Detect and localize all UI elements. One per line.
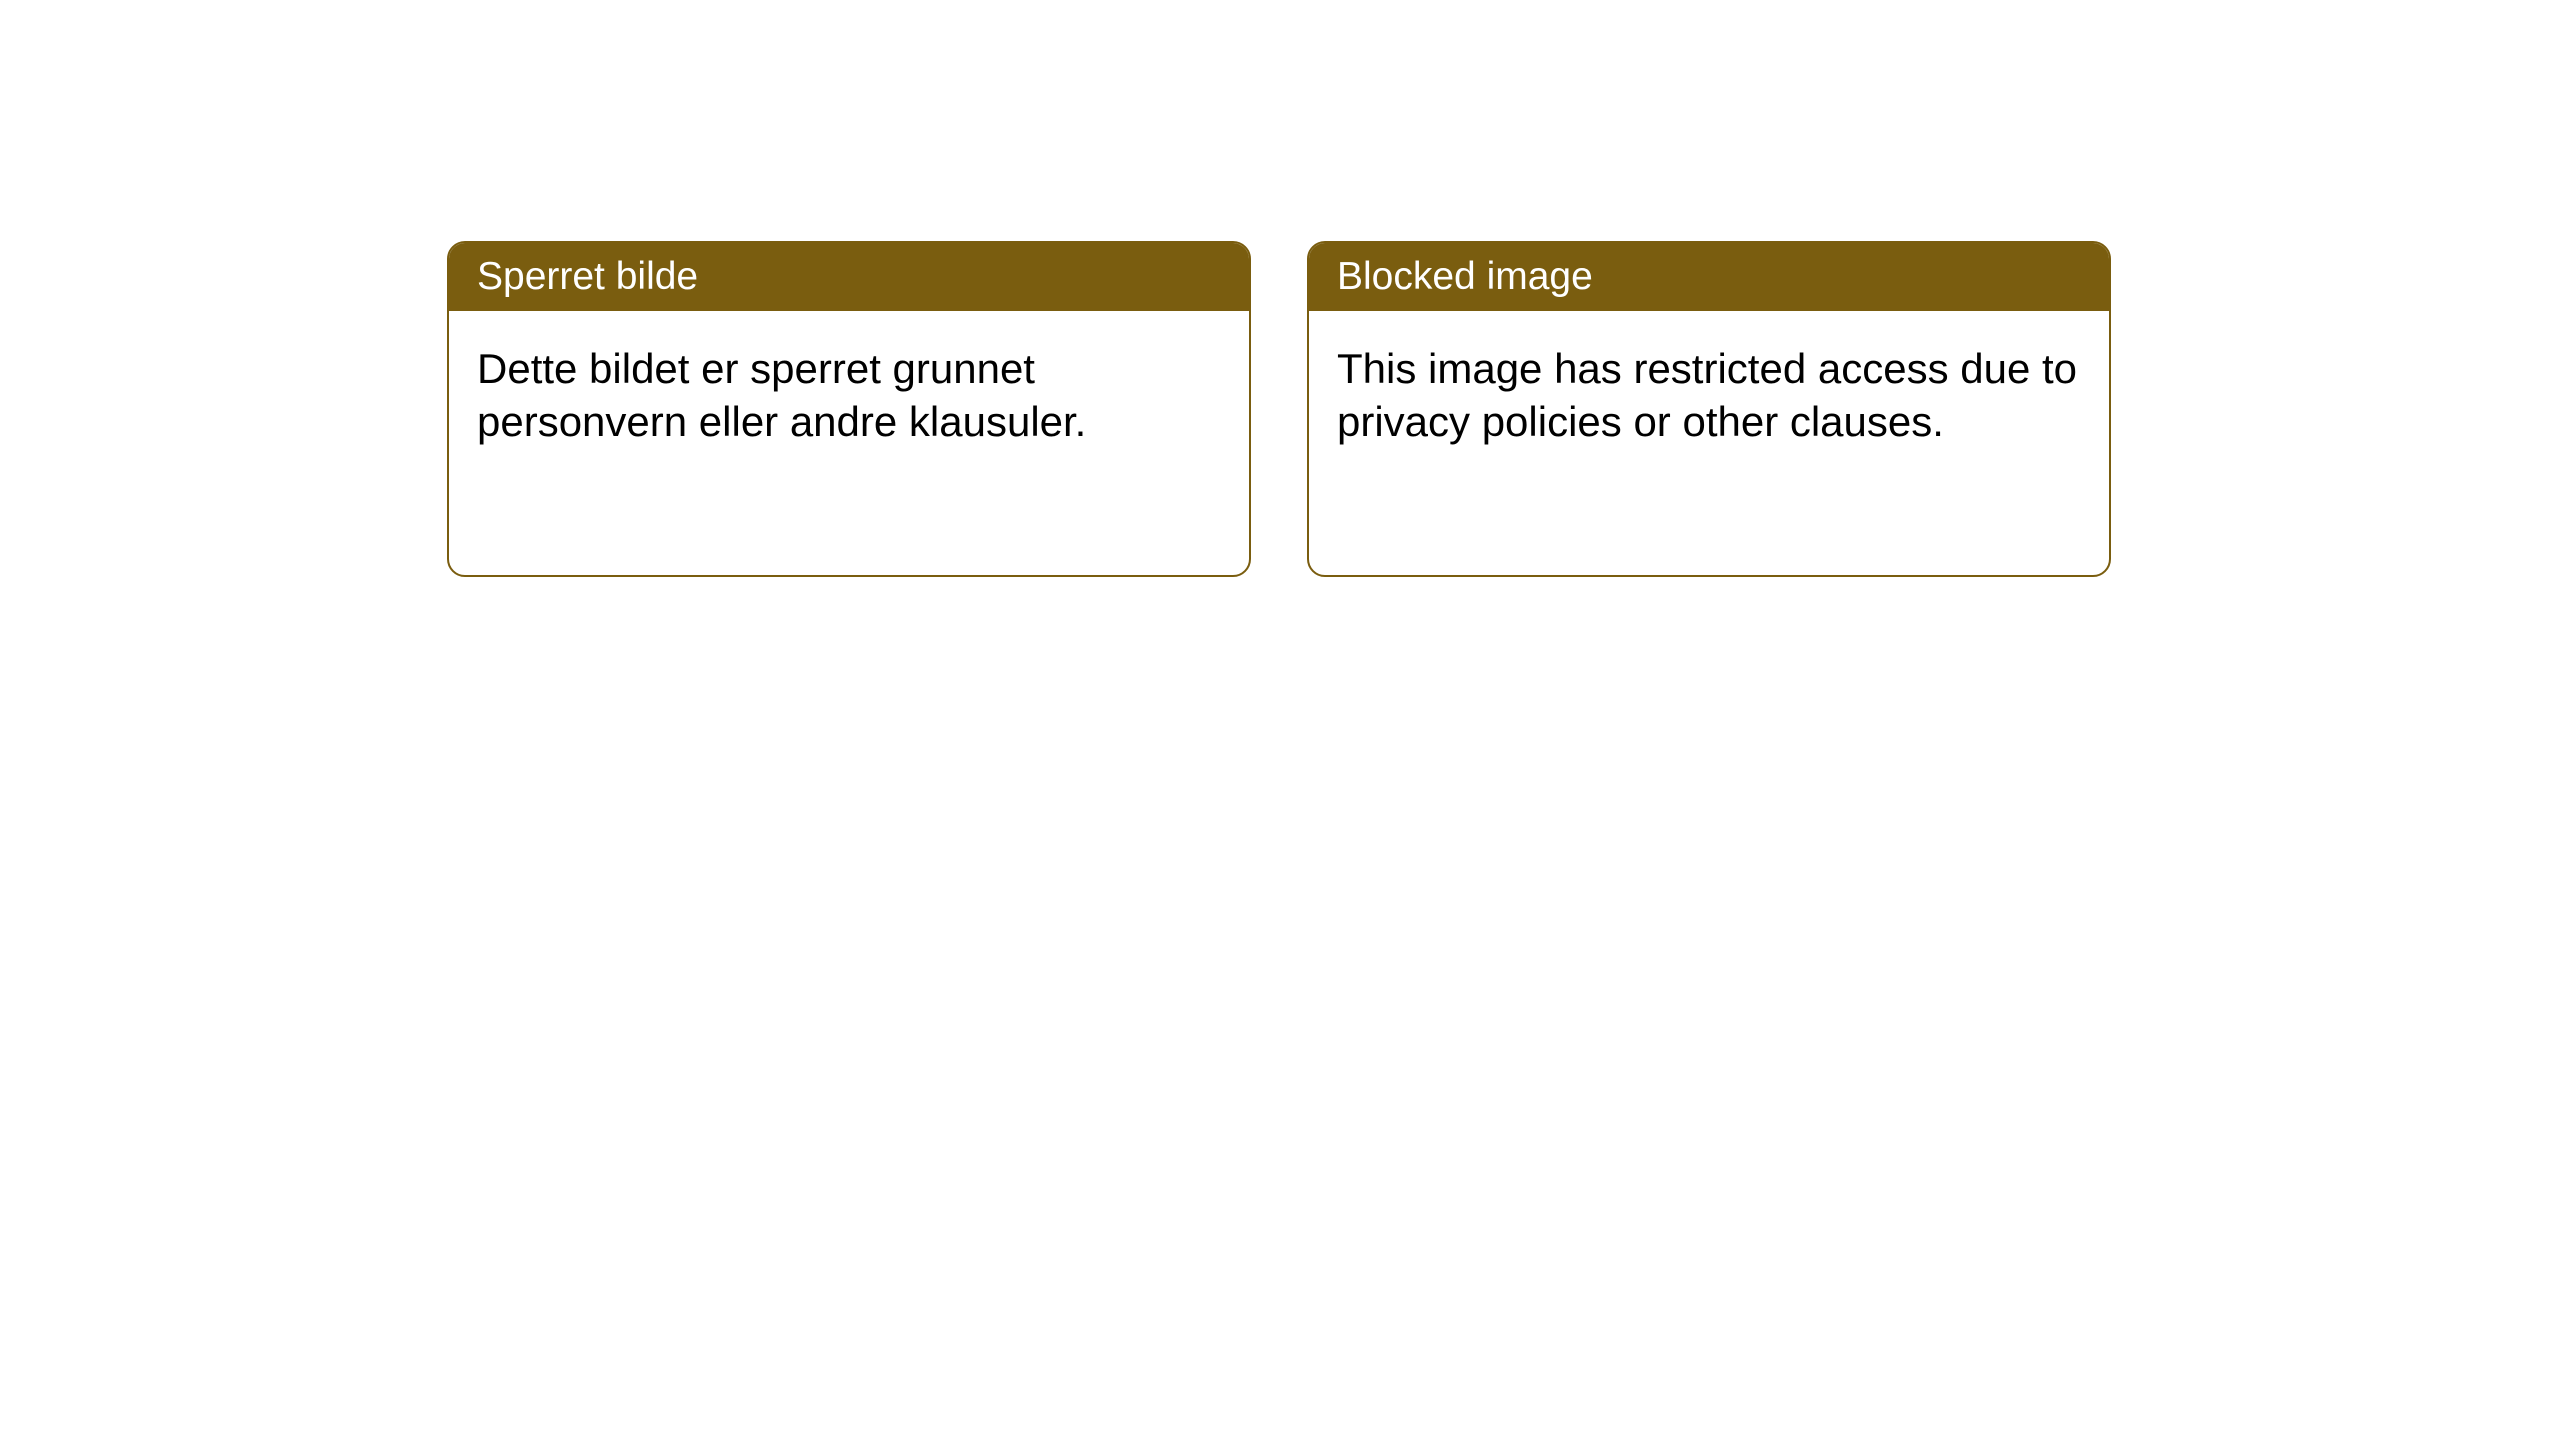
- card-header: Sperret bilde: [449, 243, 1249, 311]
- card-message: Dette bildet er sperret grunnet personve…: [477, 345, 1086, 445]
- card-header: Blocked image: [1309, 243, 2109, 311]
- notice-container: Sperret bilde Dette bildet er sperret gr…: [0, 0, 2560, 577]
- card-body: Dette bildet er sperret grunnet personve…: [449, 311, 1249, 480]
- blocked-image-card-english: Blocked image This image has restricted …: [1307, 241, 2111, 577]
- blocked-image-card-norwegian: Sperret bilde Dette bildet er sperret gr…: [447, 241, 1251, 577]
- card-body: This image has restricted access due to …: [1309, 311, 2109, 480]
- card-message: This image has restricted access due to …: [1337, 345, 2077, 445]
- card-title: Blocked image: [1337, 255, 1593, 298]
- card-title: Sperret bilde: [477, 255, 698, 298]
